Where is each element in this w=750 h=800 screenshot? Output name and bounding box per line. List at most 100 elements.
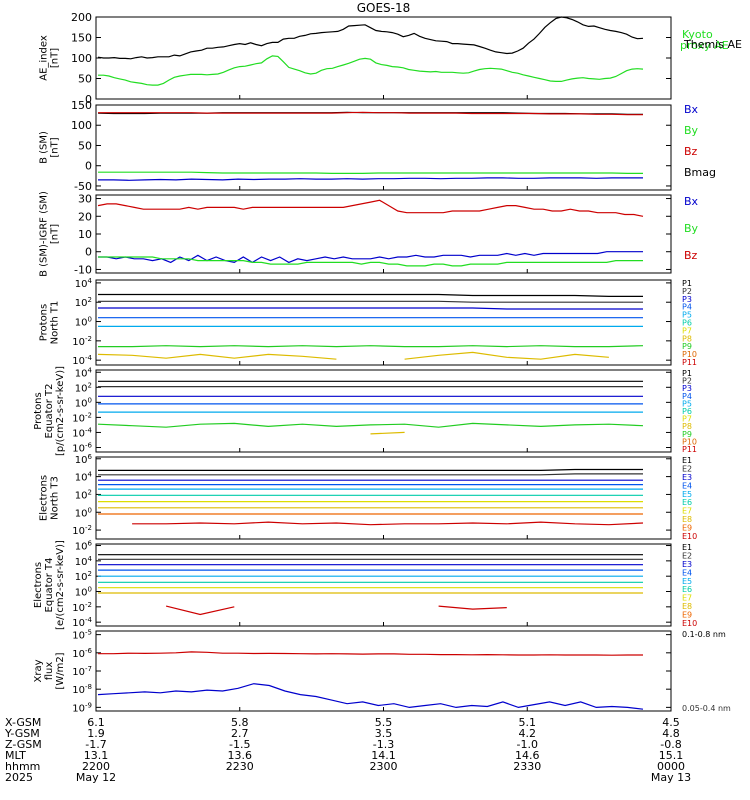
legend-entry: 0.1-0.8 nm: [682, 630, 726, 639]
y-tick-label: 100: [75, 316, 92, 329]
series-line-7: [371, 432, 541, 434]
x-tick-value: 0000: [657, 760, 685, 773]
svg-text:Protons: Protons: [33, 392, 44, 429]
y-tick-label: 20: [78, 210, 92, 223]
series-line-2: [98, 111, 643, 116]
legend-entry: E7: [682, 594, 692, 603]
y-tick-label: 10-2: [72, 411, 92, 424]
panel-2: -50 0 50 100 150 B (SM) [nT] Bx By Bz Bmag: [39, 99, 717, 193]
series-line-2: [98, 251, 643, 264]
legend-entry: P6: [682, 407, 692, 416]
legend-entry: P5: [682, 311, 692, 320]
legend-entry: E8: [682, 515, 692, 524]
y-axis-label: AE_index [nT]: [39, 35, 61, 81]
series-line-1: [98, 293, 643, 297]
legend-entry: P3: [682, 384, 692, 393]
y-tick-label: 10: [78, 228, 92, 241]
y-tick-label: 10-7: [72, 665, 92, 678]
y-tick-label: 10-2: [72, 335, 92, 348]
legend-entry: P5: [682, 399, 692, 408]
y-axis-label: Protons Equator T2 [p/(cm2-s-sr-keV)]: [33, 366, 66, 456]
legend-entry: P8: [682, 334, 692, 343]
legend-entry: E3: [682, 473, 692, 482]
legend-entry: E6: [682, 498, 692, 507]
series-line-6: [97, 422, 644, 428]
y-axis-label: Electrons North T3: [39, 475, 61, 521]
legend-entry: E8: [682, 602, 692, 611]
series-line-4: [98, 177, 643, 181]
x-tick-value: May 12: [76, 771, 116, 784]
svg-text:North T1: North T1: [50, 301, 61, 345]
y-tick-label: 104: [75, 277, 93, 290]
svg-text:[nT]: [nT]: [50, 137, 61, 157]
legend-entry: P3: [682, 295, 692, 304]
series-line-10: [132, 521, 644, 526]
y-tick-label: 102: [75, 570, 92, 583]
panel-3: -10 0 10 20 30 B (SM)-IGRF (SM) [nT] Bx By Bz: [39, 191, 699, 277]
legend-entry: P9: [682, 342, 692, 351]
y-tick-label: 50: [78, 139, 92, 152]
svg-text:B (SM)-IGRF (SM): B (SM)-IGRF (SM): [39, 191, 50, 277]
svg-text:Protons: Protons: [39, 304, 50, 341]
panel-4: 10-4 10-2 100 102 104 Protons North T1 P1P2P3P4…: [39, 277, 698, 367]
legend-entry: P8: [682, 422, 692, 431]
y-tick-label: 0: [85, 246, 92, 259]
x-tick-value: 2300: [370, 760, 398, 773]
legend-entry: P1: [682, 279, 692, 288]
y-tick-label: 102: [75, 296, 92, 309]
legend-entry: Bz: [684, 145, 698, 158]
legend-entry: E2: [682, 464, 692, 473]
legend: Bx By Bz: [684, 195, 699, 262]
series-line-2: [98, 300, 643, 303]
series-line-2: [98, 473, 643, 476]
panel-frame: [95, 194, 672, 274]
x-tick-value: 3.5: [375, 727, 393, 740]
y-axis-label: Protons North T1: [39, 301, 61, 345]
y-tick-label: 10-6: [72, 441, 92, 454]
y-tick-label: 200: [71, 11, 92, 24]
legend-entry: Kyoto: [682, 28, 713, 41]
legend-entry: P6: [682, 319, 692, 328]
x-tick-value: 2.7: [231, 727, 249, 740]
y-tick-label: 10-4: [72, 426, 92, 439]
legend-entry: E10: [682, 532, 697, 541]
x-tick-value: -1.0: [517, 738, 538, 751]
y-tick-label: 10-4: [72, 354, 92, 367]
series-line-2: [97, 683, 644, 710]
legend-entry: E1: [682, 456, 692, 465]
y-tick-label: 10-9: [72, 701, 92, 714]
x-tick-value: 2330: [513, 760, 541, 773]
x-tick-value: -0.8: [660, 738, 681, 751]
y-tick-label: 10-2: [72, 524, 92, 537]
y-tick-label: 100: [75, 586, 92, 599]
series-line-1: [97, 16, 644, 60]
panel-frame: [95, 104, 672, 191]
x-row-label: hhmm: [5, 760, 40, 773]
x-tick-value: 1.9: [87, 727, 105, 740]
panel-frame: [95, 543, 672, 627]
svg-text:Electrons: Electrons: [33, 562, 44, 608]
panel-frame: [95, 369, 672, 453]
x-tick-value: 5.5: [375, 716, 393, 729]
svg-text:[p/(cm2-s-sr-keV)]: [p/(cm2-s-sr-keV)]: [55, 366, 66, 456]
x-tick-value: May 13: [651, 771, 691, 784]
legend-entry: P9: [682, 430, 692, 439]
legend-entry: P10: [682, 350, 697, 359]
x-row-label: 2025: [5, 771, 33, 784]
y-tick-label: 10-6: [72, 647, 92, 660]
y-tick-label: 100: [75, 506, 92, 519]
series-line-1: [98, 468, 643, 471]
y-tick-label: 106: [75, 453, 93, 466]
x-tick-value: 4.5: [662, 716, 680, 729]
y-axis-label: B (SM)-IGRF (SM) [nT]: [39, 191, 61, 277]
series-line-3: [98, 256, 643, 267]
x-row-label: X-GSM: [5, 716, 41, 729]
series-line-1: [97, 199, 644, 217]
series-line-3: [98, 307, 643, 310]
y-tick-label: 0: [85, 93, 92, 106]
